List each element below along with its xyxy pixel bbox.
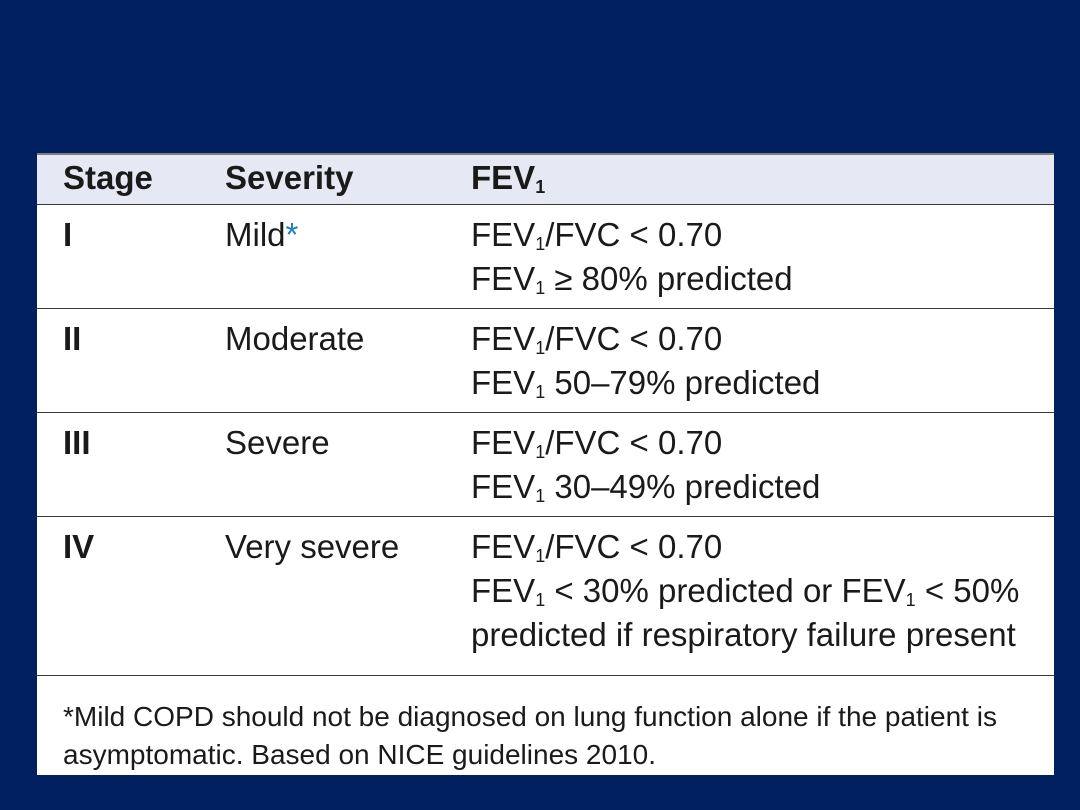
header-stage: Stage: [63, 159, 153, 196]
table-row-stage-1: I Mild* FEV1/FVC < 0.70 FEV1 ≥ 80% predi…: [37, 205, 1054, 309]
criteria-line: FEV1 50–79% predicted: [471, 364, 821, 402]
header-severity: Severity: [225, 159, 354, 196]
criteria-line: FEV1/FVC < 0.70: [471, 216, 723, 254]
severity-label: Very severe: [225, 528, 400, 565]
staging-table: Stage Severity FEV1 I Mild* FEV1/FVC < 0…: [37, 153, 1054, 775]
header-fev1: FEV1: [471, 159, 546, 197]
stage-label: III: [63, 424, 91, 461]
criteria-line: FEV1 < 30% predicted or FEV1 < 50%: [471, 572, 1020, 610]
fev-criteria: FEV1/FVC < 0.70 FEV1 50–79% predicted: [471, 317, 820, 405]
stage-label: IV: [63, 528, 95, 565]
fev-criteria: FEV1/FVC < 0.70 FEV1 30–49% predicted: [471, 421, 820, 509]
criteria-line: FEV1/FVC < 0.70: [471, 320, 723, 358]
severity-label: Moderate: [225, 320, 365, 357]
table-row-stage-4: IV Very severe FEV1/FVC < 0.70 FEV1 < 30…: [37, 517, 1054, 676]
severity-label: Mild*: [225, 216, 299, 253]
criteria-line: FEV1/FVC < 0.70: [471, 528, 723, 566]
table-row-stage-2: II Moderate FEV1/FVC < 0.70 FEV1 50–79% …: [37, 309, 1054, 413]
criteria-line: FEV1 ≥ 80% predicted: [471, 260, 793, 298]
fev-criteria: FEV1/FVC < 0.70 FEV1 < 30% predicted or …: [471, 525, 1019, 657]
table-footnote: *Mild COPD should not be diagnosed on lu…: [63, 701, 997, 770]
asterisk-mark: *: [285, 216, 299, 253]
stage-label: I: [63, 216, 73, 253]
criteria-line: FEV1/FVC < 0.70: [471, 424, 723, 462]
criteria-line: predicted if respiratory failure present: [471, 616, 1016, 653]
stage-label: II: [63, 320, 82, 357]
severity-label: Severe: [225, 424, 330, 461]
criteria-line: FEV1 30–49% predicted: [471, 468, 821, 506]
table-header: Stage Severity FEV1: [37, 155, 1054, 205]
fev-criteria: FEV1/FVC < 0.70 FEV1 ≥ 80% predicted: [471, 213, 793, 301]
table-row-stage-3: III Severe FEV1/FVC < 0.70 FEV1 30–49% p…: [37, 413, 1054, 517]
